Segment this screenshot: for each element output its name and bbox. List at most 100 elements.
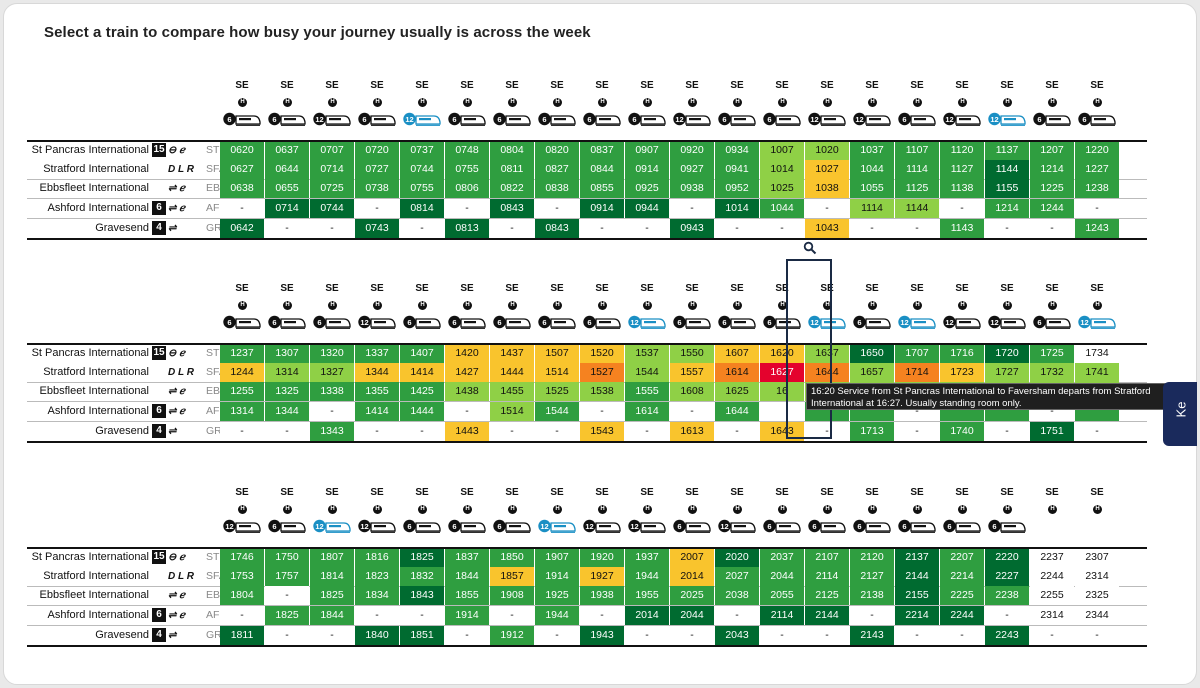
service-header[interactable]: SE H 12 (715, 487, 759, 535)
time-cell[interactable]: 1344 (355, 363, 399, 382)
time-cell[interactable]: - (715, 219, 759, 238)
time-cell[interactable]: - (1075, 422, 1119, 441)
time-cell[interactable]: - (1030, 219, 1074, 238)
time-cell[interactable]: 2314 (1030, 606, 1074, 625)
service-header[interactable]: SE H 6 (310, 283, 354, 331)
time-cell[interactable]: 1537 (625, 344, 669, 363)
time-cell[interactable]: - (220, 199, 264, 218)
time-cell[interactable]: 1455 (490, 382, 534, 401)
time-cell[interactable]: 0813 (445, 219, 489, 238)
time-cell[interactable]: 1238 (1075, 179, 1119, 198)
time-cell[interactable]: 0738 (355, 179, 399, 198)
time-cell[interactable]: 2137 (895, 548, 939, 567)
time-cell[interactable]: - (400, 606, 444, 625)
time-cell[interactable]: 1613 (670, 422, 714, 441)
time-cell[interactable]: 1650 (850, 344, 894, 363)
time-cell[interactable]: 1420 (445, 344, 489, 363)
time-cell[interactable]: 0737 (400, 141, 444, 160)
time-cell[interactable]: 2244 (1030, 567, 1074, 586)
time-cell[interactable]: 1138 (940, 179, 984, 198)
time-cell[interactable]: 1944 (535, 606, 579, 625)
time-cell[interactable]: 2214 (895, 606, 939, 625)
time-cell[interactable]: 1753 (220, 567, 264, 586)
time-cell[interactable]: 0655 (265, 179, 309, 198)
time-cell[interactable]: 1614 (715, 363, 759, 382)
time-cell[interactable]: - (850, 219, 894, 238)
time-cell[interactable]: 1757 (265, 567, 309, 586)
time-cell[interactable]: 1751 (1030, 422, 1074, 441)
time-cell[interactable]: 0843 (535, 219, 579, 238)
time-cell[interactable]: 2038 (715, 586, 759, 605)
time-cell[interactable]: 0943 (670, 219, 714, 238)
time-cell[interactable]: - (670, 199, 714, 218)
service-header[interactable]: SE H 6 (1030, 80, 1074, 128)
time-cell[interactable]: 0914 (580, 199, 624, 218)
time-cell[interactable]: 1720 (985, 344, 1029, 363)
time-cell[interactable]: 1937 (625, 548, 669, 567)
time-cell[interactable]: 2144 (895, 567, 939, 586)
service-header[interactable]: SE H 12 (355, 487, 399, 535)
time-cell[interactable]: 0806 (445, 179, 489, 198)
time-cell[interactable]: 0914 (625, 160, 669, 179)
time-cell[interactable]: 2325 (1075, 586, 1119, 605)
time-cell[interactable]: 0934 (715, 141, 759, 160)
service-header[interactable]: SE H 6 (445, 80, 489, 128)
time-cell[interactable]: 1414 (355, 402, 399, 421)
time-cell[interactable]: 2014 (625, 606, 669, 625)
time-cell[interactable]: 1723 (940, 363, 984, 382)
time-cell[interactable]: 0743 (355, 219, 399, 238)
service-header[interactable]: SE H 12 (535, 487, 579, 535)
time-cell[interactable]: 0627 (220, 160, 264, 179)
time-cell[interactable] (760, 402, 804, 421)
service-header[interactable]: SE H 6 (805, 487, 849, 535)
time-cell[interactable]: 2144 (805, 606, 849, 625)
time-cell[interactable]: 1543 (580, 422, 624, 441)
time-cell[interactable]: 1437 (490, 344, 534, 363)
time-cell[interactable]: - (490, 219, 534, 238)
time-cell[interactable]: - (310, 402, 354, 421)
service-header[interactable]: SE H 6 (265, 80, 309, 128)
time-cell[interactable]: 1120 (940, 141, 984, 160)
time-cell[interactable]: 2214 (940, 567, 984, 586)
time-cell[interactable]: 1544 (625, 363, 669, 382)
time-cell[interactable]: - (580, 219, 624, 238)
service-header[interactable]: SE H 6 (400, 283, 444, 331)
time-cell[interactable]: 0822 (490, 179, 534, 198)
time-cell[interactable]: 1907 (535, 548, 579, 567)
time-cell[interactable]: 1444 (490, 363, 534, 382)
service-header[interactable]: SE H 6 (445, 283, 489, 331)
time-cell[interactable]: 1644 (805, 363, 849, 382)
service-header[interactable]: SE H 6 (490, 80, 534, 128)
time-cell[interactable]: 1725 (1030, 344, 1074, 363)
time-cell[interactable]: 1325 (265, 382, 309, 401)
time-cell[interactable]: 0644 (265, 160, 309, 179)
time-cell[interactable]: 1314 (220, 402, 264, 421)
time-cell[interactable]: - (985, 219, 1029, 238)
time-cell[interactable]: 1843 (400, 586, 444, 605)
time-cell[interactable]: - (1075, 626, 1119, 645)
time-cell[interactable]: 0844 (580, 160, 624, 179)
time-cell[interactable]: 1814 (310, 567, 354, 586)
time-cell[interactable]: 1114 (850, 199, 894, 218)
time-cell[interactable]: - (805, 626, 849, 645)
time-cell[interactable]: 2314 (1075, 567, 1119, 586)
service-header[interactable]: SE H 12 (895, 283, 939, 331)
time-cell[interactable]: 1125 (895, 179, 939, 198)
service-header[interactable]: SE H 6 (670, 283, 714, 331)
time-cell[interactable]: 1527 (580, 363, 624, 382)
time-cell[interactable]: 1727 (985, 363, 1029, 382)
time-cell[interactable]: 1944 (625, 567, 669, 586)
time-cell[interactable]: 0720 (355, 141, 399, 160)
service-header[interactable]: SE H 12 (400, 80, 444, 128)
time-cell[interactable]: 0707 (310, 141, 354, 160)
service-header[interactable]: SE H 6 (580, 283, 624, 331)
time-cell[interactable]: 1014 (715, 199, 759, 218)
service-header[interactable]: SE H 6 (625, 80, 669, 128)
time-cell[interactable]: 1438 (445, 382, 489, 401)
service-header[interactable]: SE H 6 (355, 80, 399, 128)
time-cell[interactable]: - (715, 606, 759, 625)
time-cell[interactable]: 1137 (985, 141, 1029, 160)
service-header[interactable]: SE H 12 (940, 283, 984, 331)
time-cell[interactable]: 0855 (580, 179, 624, 198)
time-cell[interactable]: 0814 (400, 199, 444, 218)
